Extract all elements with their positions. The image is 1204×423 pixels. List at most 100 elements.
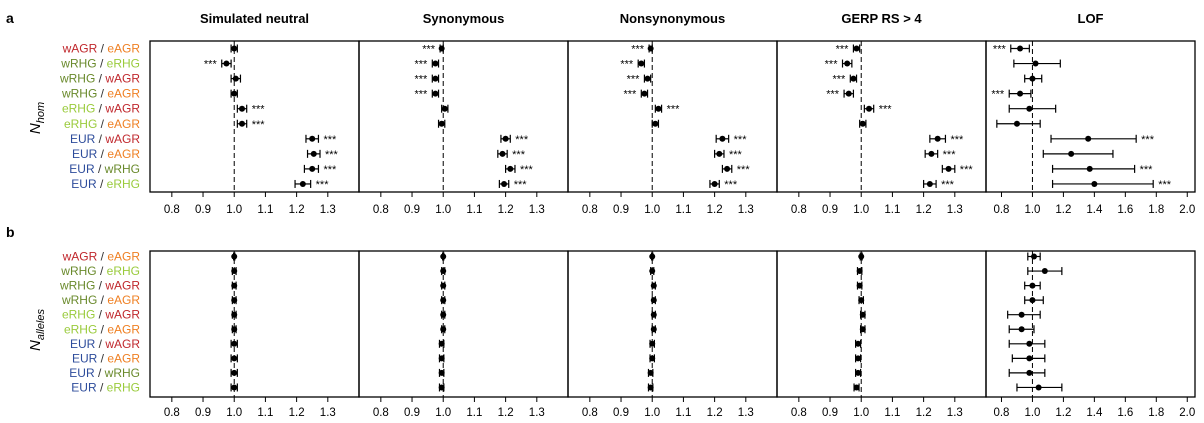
point-estimate: [649, 355, 656, 362]
significance-stars: ***: [950, 134, 964, 146]
row-label: wRHG / eRHG: [60, 57, 140, 71]
significance-stars: ***: [1158, 179, 1172, 191]
plot-frame: [985, 250, 1196, 398]
row-label-group-a: EUR: [70, 132, 96, 146]
point-estimate: [652, 120, 659, 127]
x-tick-label: 1.3: [947, 204, 963, 216]
x-tick-label: 1.3: [320, 407, 336, 419]
point-estimate: [1091, 180, 1098, 187]
x-tick-label: 1.8: [1148, 407, 1164, 419]
point-estimate: [647, 369, 654, 376]
y-axis-label-nhom-main: N: [27, 123, 44, 134]
y-axis-label-nalleles-sub: alleles: [35, 308, 47, 340]
row-label-separator: /: [97, 351, 107, 365]
row-label-group-a: EUR: [69, 366, 95, 380]
row-label-group-a: wRHG: [61, 87, 97, 101]
x-tick-label: 1.2: [1055, 204, 1071, 216]
x-tick-label: 1.6: [1117, 204, 1133, 216]
point-estimate: [719, 135, 726, 142]
point-estimate: [440, 282, 447, 289]
row-label-group-b: wAGR: [104, 72, 140, 86]
point-estimate: [499, 150, 506, 157]
point-estimate: [438, 355, 445, 362]
panel-b: 0.8 0.9 1.0 1.1 1.2 1.3 0.8 0.9 1.0 1.1 1.2 1.3 0.8 0…: [149, 250, 1196, 419]
row-label-separator: /: [97, 87, 107, 101]
row-label-separator: /: [97, 264, 107, 278]
point-estimate: [1086, 165, 1093, 172]
point-estimate: [432, 75, 439, 82]
x-tick-label: 1.0: [226, 204, 242, 216]
x-tick-label: 1.2: [916, 204, 932, 216]
row-label: eRHG / wAGR: [62, 308, 140, 322]
significance-stars: ***: [879, 104, 893, 116]
row-label: wRHG / wAGR: [59, 279, 140, 293]
significance-stars: ***: [515, 134, 529, 146]
point-estimate: [650, 282, 657, 289]
significance-stars: ***: [1141, 134, 1155, 146]
point-estimate: [649, 340, 656, 347]
point-estimate: [1026, 340, 1033, 347]
significance-stars: ***: [627, 74, 641, 86]
point-estimate: [231, 326, 238, 333]
point-estimate: [438, 340, 445, 347]
row-label: EUR / eAGR: [72, 147, 140, 161]
point-estimate: [438, 384, 445, 391]
x-tick-label: 1.0: [435, 204, 451, 216]
row-label-group-a: EUR: [71, 380, 97, 394]
row-label-group-b: eRHG: [107, 264, 140, 278]
point-estimate: [1026, 355, 1033, 362]
row-label: wAGR / eAGR: [62, 250, 141, 264]
significance-stars: ***: [323, 134, 337, 146]
x-tick-label: 0.8: [373, 407, 389, 419]
row-label-group-b: eRHG: [107, 177, 140, 191]
significance-stars: ***: [520, 164, 534, 176]
point-estimate: [859, 120, 866, 127]
x-tick-label: 1.8: [1148, 204, 1164, 216]
row-label-separator: /: [97, 322, 107, 336]
point-estimate: [1017, 45, 1024, 52]
row-label-group-a: EUR: [70, 337, 96, 351]
point-estimate: [858, 297, 865, 304]
x-tick-label: 1.0: [435, 407, 451, 419]
point-estimate: [1026, 105, 1033, 112]
x-tick-label: 0.8: [993, 204, 1009, 216]
row-label: wRHG / eRHG: [60, 264, 140, 278]
point-estimate: [231, 355, 238, 362]
significance-stars: ***: [960, 164, 974, 176]
column-title: Synonymous: [423, 11, 505, 26]
significance-stars: ***: [941, 179, 955, 191]
x-tick-label: 1.2: [498, 407, 514, 419]
x-tick-label: 0.9: [404, 407, 420, 419]
row-label-separator: /: [97, 293, 107, 307]
row-label-group-a: eRHG: [64, 117, 97, 131]
row-label-separator: /: [97, 42, 107, 56]
plot-frame: [149, 250, 360, 398]
row-label-separator: /: [97, 250, 107, 264]
point-estimate: [231, 45, 238, 52]
x-tick-label: 0.8: [791, 204, 807, 216]
panel-letter-b: b: [6, 224, 15, 240]
x-tick-label: 1.3: [320, 204, 336, 216]
row-label-group-b: wAGR: [104, 102, 140, 116]
point-estimate: [501, 180, 508, 187]
x-tick-label: 1.3: [738, 204, 754, 216]
point-estimate: [647, 45, 654, 52]
row-label-group-a: wRHG: [59, 279, 95, 293]
point-estimate: [432, 90, 439, 97]
x-tick-label: 1.4: [1086, 407, 1103, 419]
point-estimate: [926, 180, 933, 187]
point-estimate: [1029, 297, 1036, 304]
row-label-separator: /: [95, 132, 105, 146]
y-axis-label-nhom-sub: hom: [35, 102, 47, 123]
point-estimate: [649, 268, 656, 275]
row-label-group-b: eAGR: [107, 147, 140, 161]
row-label: EUR / wAGR: [70, 132, 140, 146]
x-tick-label: 2.0: [1179, 204, 1195, 216]
row-label-group-b: wAGR: [104, 132, 140, 146]
x-tick-label: 0.8: [373, 204, 389, 216]
significance-stars: ***: [832, 74, 846, 86]
row-label: wRHG / wAGR: [59, 72, 140, 86]
row-label: wRHG / eAGR: [61, 87, 140, 101]
point-estimate: [1029, 75, 1036, 82]
point-estimate: [231, 297, 238, 304]
